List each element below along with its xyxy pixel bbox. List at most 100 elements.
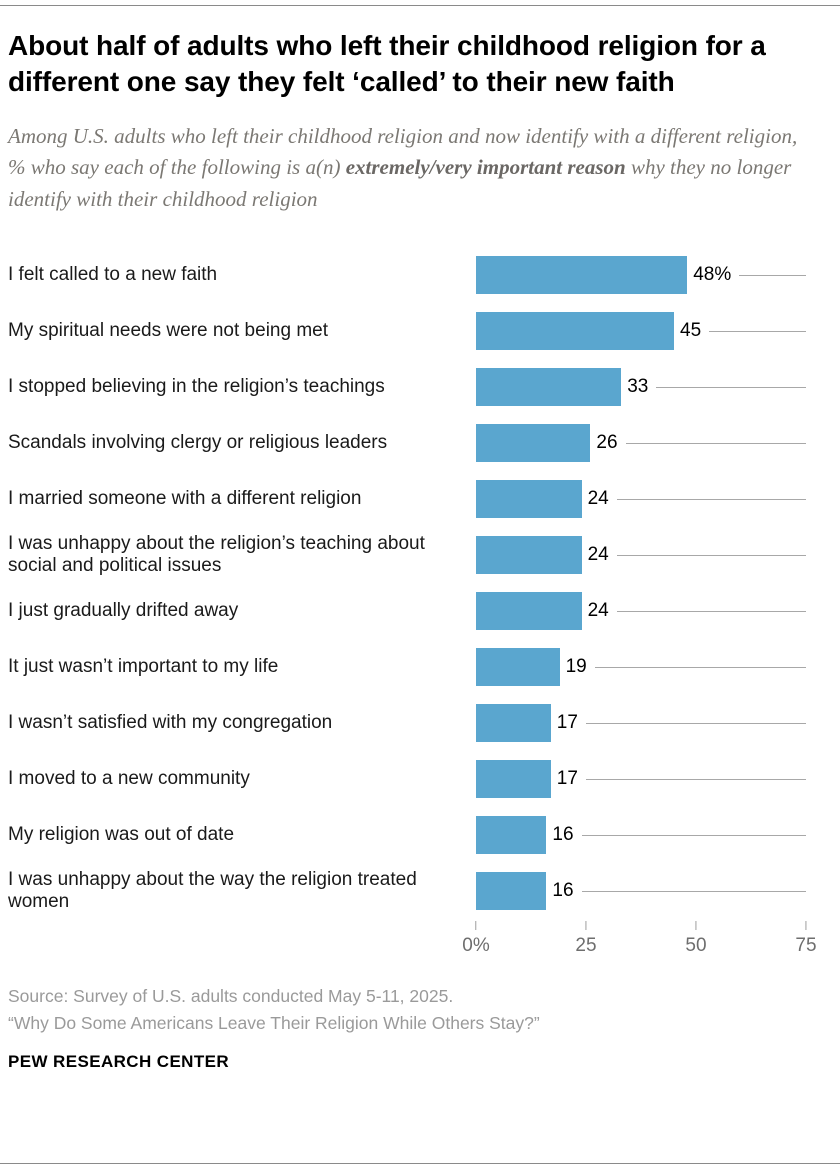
bar-row: I just gradually drifted away 24 <box>8 583 806 639</box>
bar-category-label: My religion was out of date <box>8 824 235 846</box>
bar-value-label: 19 <box>565 656 587 678</box>
bar <box>476 872 547 911</box>
bar-category-label: Scandals involving clergy or religious l… <box>8 432 388 454</box>
bar-row: Scandals involving clergy or religious l… <box>8 415 806 471</box>
tick-mark <box>805 921 807 931</box>
subtitle-prefix: Among U.S. adults who left their childho… <box>8 123 798 180</box>
bar-row: I stopped believing in the religion’s te… <box>8 359 806 415</box>
bar-category-label: It just wasn’t important to my life <box>8 656 279 678</box>
bar-row: I married someone with a different relig… <box>8 471 806 527</box>
bar <box>476 704 551 743</box>
bar-value-label: 24 <box>587 488 609 510</box>
bar-value-label: 48% <box>693 264 732 286</box>
bar-plot-area: 33 <box>476 359 806 415</box>
bar-plot-area: 26 <box>476 415 806 471</box>
tick-mark <box>585 921 587 931</box>
tick-label: 75 <box>795 935 817 957</box>
chart-subtitle: Among U.S. adults who left their childho… <box>8 121 806 216</box>
bar-category-label: I felt called to a new faith <box>8 264 218 286</box>
bar-category-label: My spiritual needs were not being met <box>8 320 328 342</box>
x-axis: 0% 25 50 75 <box>462 921 817 959</box>
bar-row: My spiritual needs were not being met 45 <box>8 303 806 359</box>
bar-value-label: 17 <box>556 712 578 734</box>
bar-category-label: I wasn’t satisfied with my congregation <box>8 712 333 734</box>
bar-category-label: I married someone with a different relig… <box>8 488 362 510</box>
bar-category-label: I stopped believing in the religion’s te… <box>8 376 385 398</box>
tick-label: 0% <box>462 935 490 957</box>
leader-line <box>581 890 806 892</box>
leader-line <box>581 834 806 836</box>
bar <box>476 592 582 631</box>
footer: Source: Survey of U.S. adults conducted … <box>8 983 806 1072</box>
bar-plot-area: 24 <box>476 527 806 583</box>
bar <box>476 312 674 351</box>
tick-mark <box>475 921 477 931</box>
bar-plot-area: 17 <box>476 695 806 751</box>
bar <box>476 760 551 799</box>
bar-plot-area: 24 <box>476 471 806 527</box>
bar-value-label: 24 <box>587 600 609 622</box>
bar-row: I felt called to a new faith 48% <box>8 247 806 303</box>
source-text: Source: Survey of U.S. adults conducted … <box>8 986 454 1007</box>
bar-plot-area: 16 <box>476 863 806 919</box>
bar-value-label: 17 <box>556 768 578 790</box>
bar-value-label: 26 <box>596 432 618 454</box>
bar-rows: I felt called to a new faith 48% My spirit… <box>8 247 806 919</box>
axis-tick: 75 <box>795 921 817 957</box>
bar <box>476 368 622 407</box>
leader-line <box>585 778 806 780</box>
bar-plot-area: 48% <box>476 247 806 303</box>
bar-plot-area: 45 <box>476 303 806 359</box>
bar-plot-area: 17 <box>476 751 806 807</box>
top-rule <box>0 5 840 6</box>
leader-line <box>594 666 806 668</box>
bar-row: I wasn’t satisfied with my congregation 1… <box>8 695 806 751</box>
report-title-text: “Why Do Some Americans Leave Their Relig… <box>8 1012 540 1033</box>
bar-row: I was unhappy about the way the religion… <box>8 863 806 919</box>
content: About half of adults who left their chil… <box>0 6 840 1163</box>
tick-label: 25 <box>575 935 597 957</box>
chart-title: About half of adults who left their chil… <box>8 30 766 98</box>
bar <box>476 816 547 855</box>
leader-line <box>739 274 806 276</box>
pew-research-center-wordmark: PEW RESEARCH CENTER <box>8 1052 230 1072</box>
axis-tick: 50 <box>685 921 707 957</box>
axis-tick: 0% <box>462 921 490 957</box>
leader-line <box>616 610 806 612</box>
leader-line <box>585 722 806 724</box>
leader-line <box>625 442 806 444</box>
bar-plot-area: 16 <box>476 807 806 863</box>
bar <box>476 536 582 575</box>
bar <box>476 256 688 295</box>
bar-category-label: I was unhappy about the way the religion… <box>8 868 417 913</box>
bar <box>476 424 591 463</box>
bar-row: I was unhappy about the religion’s teach… <box>8 527 806 583</box>
axis-tick: 25 <box>575 921 597 957</box>
leader-line <box>656 386 806 388</box>
bar-value-label: 16 <box>552 880 574 902</box>
subtitle-suffix: why they no longer identify with their c… <box>8 155 792 211</box>
bottom-rule <box>0 1163 840 1164</box>
bar-plot-area: 24 <box>476 583 806 639</box>
bar-value-label: 24 <box>587 544 609 566</box>
bar-category-label: I was unhappy about the religion’s teach… <box>8 532 425 577</box>
bar <box>476 480 582 519</box>
bar-category-label: I moved to a new community <box>8 768 250 790</box>
bar-category-label: I just gradually drifted away <box>8 600 239 622</box>
subtitle-bold-phrase: extremely/very important reason <box>345 155 626 180</box>
leader-line <box>709 330 806 332</box>
tick-mark <box>695 921 697 931</box>
leader-line <box>616 554 806 556</box>
bar-row: It just wasn’t important to my life 19 <box>8 639 806 695</box>
bar-value-label: 16 <box>552 824 574 846</box>
bar-row: I moved to a new community 17 <box>8 751 806 807</box>
bar-value-label: 45 <box>680 320 702 342</box>
bar-value-label: 33 <box>627 376 649 398</box>
bar-chart: I felt called to a new faith 48% My spirit… <box>8 247 817 959</box>
bar <box>476 648 560 687</box>
leader-line <box>616 498 806 500</box>
bar-plot-area: 19 <box>476 639 806 695</box>
bar-row: My religion was out of date 16 <box>8 807 806 863</box>
tick-label: 50 <box>685 935 707 957</box>
